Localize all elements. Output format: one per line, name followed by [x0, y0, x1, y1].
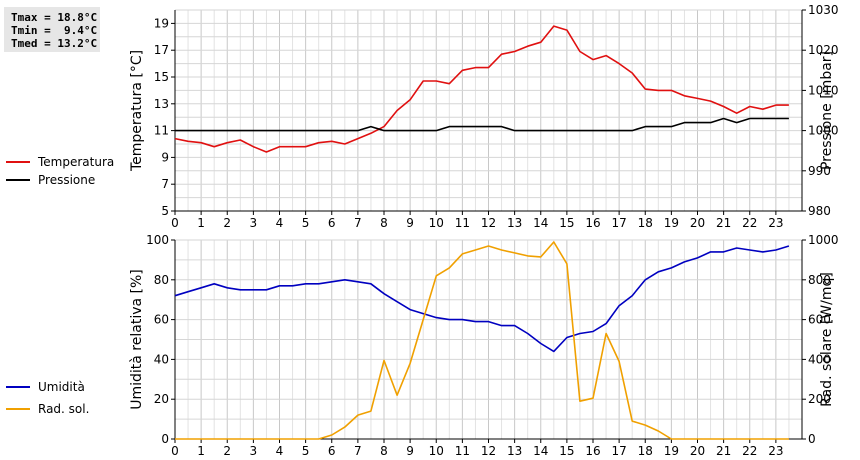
y-tick-label-right: 1030 — [808, 3, 839, 17]
x-tick-label: 16 — [585, 444, 600, 458]
x-tick-label: 17 — [611, 216, 626, 230]
x-tick-label: 17 — [611, 444, 626, 458]
stat-tmax: Tmax = 18.8°C — [11, 11, 98, 24]
x-tick-label: 23 — [768, 444, 783, 458]
y-tick-label-left: 9 — [161, 150, 169, 164]
x-tick-label: 20 — [690, 444, 705, 458]
x-tick-label: 6 — [328, 216, 336, 230]
y-tick-label-left: 13 — [154, 97, 169, 111]
x-tick-label: 7 — [354, 444, 362, 458]
x-tick-label: 7 — [354, 216, 362, 230]
x-tick-label: 22 — [742, 444, 757, 458]
x-tick-label: 21 — [716, 444, 731, 458]
y-tick-label-left: 40 — [154, 352, 169, 366]
x-tick-label: 3 — [250, 216, 258, 230]
y-tick-label-right: 1000 — [808, 124, 839, 138]
x-tick-label: 14 — [533, 444, 548, 458]
y-tick-label-left: 7 — [161, 177, 169, 191]
y-tick-label-right: 0 — [808, 432, 816, 446]
y-tick-label-right: 1010 — [808, 83, 839, 97]
x-tick-label: 9 — [406, 444, 414, 458]
x-tick-label: 8 — [380, 216, 388, 230]
y-tick-label-left: 15 — [154, 70, 169, 84]
x-tick-label: 1 — [197, 216, 205, 230]
x-tick-label: 19 — [664, 444, 679, 458]
x-tick-label: 5 — [302, 444, 310, 458]
y-axis-title-left: Umidità relativa [%] — [129, 269, 145, 410]
y-tick-label-left: 100 — [146, 233, 169, 247]
x-tick-label: 18 — [638, 216, 653, 230]
x-tick-label: 10 — [429, 216, 444, 230]
legend-label: Pressione — [38, 173, 95, 187]
x-tick-label: 12 — [481, 444, 496, 458]
x-tick-label: 13 — [507, 444, 522, 458]
x-tick-label: 23 — [768, 216, 783, 230]
x-tick-label: 21 — [716, 216, 731, 230]
x-tick-label: 13 — [507, 216, 522, 230]
y-tick-label-left: 80 — [154, 273, 169, 287]
x-tick-label: 10 — [429, 444, 444, 458]
stats-box: Tmax = 18.8°C Tmin = 9.4°C Tmed = 13.2°C — [4, 7, 100, 52]
y-tick-label-left: 5 — [161, 204, 169, 218]
x-tick-label: 11 — [455, 444, 470, 458]
x-tick-label: 0 — [171, 444, 179, 458]
y-tick-label-left: 60 — [154, 313, 169, 327]
x-tick-label: 16 — [585, 216, 600, 230]
x-tick-label: 20 — [690, 216, 705, 230]
x-tick-label: 0 — [171, 216, 179, 230]
y-tick-label-left: 19 — [154, 16, 169, 30]
x-tick-label: 4 — [276, 216, 284, 230]
series-line-temperatura — [174, 25, 789, 153]
x-tick-label: 3 — [250, 444, 258, 458]
y-axis-title-left: Temperatura [°C] — [129, 50, 145, 172]
y-tick-label-left: 17 — [154, 43, 169, 57]
x-tick-label: 15 — [559, 444, 574, 458]
legend-label: Rad. sol. — [38, 402, 89, 416]
legend-label: Umidità — [38, 380, 85, 394]
y-tick-label-right: 800 — [808, 273, 831, 287]
y-axis-title-right: Pressione [mbar] — [819, 51, 835, 170]
y-tick-label-right: 200 — [808, 392, 831, 406]
y-tick-label-right: 980 — [808, 204, 831, 218]
stat-tmin: Tmin = 9.4°C — [11, 24, 98, 37]
y-tick-label-left: 20 — [154, 392, 169, 406]
x-tick-label: 5 — [302, 216, 310, 230]
x-tick-label: 2 — [223, 444, 231, 458]
x-tick-label: 1 — [197, 444, 205, 458]
x-tick-label: 19 — [664, 216, 679, 230]
y-tick-label-right: 1020 — [808, 43, 839, 57]
x-tick-label: 6 — [328, 444, 336, 458]
x-tick-label: 2 — [223, 216, 231, 230]
y-axis-title-right: Rad. solare [W/mq] — [819, 272, 835, 407]
x-tick-label: 22 — [742, 216, 757, 230]
x-tick-label: 11 — [455, 216, 470, 230]
x-tick-label: 4 — [276, 444, 284, 458]
x-tick-label: 8 — [380, 444, 388, 458]
y-tick-label-right: 400 — [808, 352, 831, 366]
x-tick-label: 14 — [533, 216, 548, 230]
series-line-pressione — [175, 117, 789, 132]
x-tick-label: 15 — [559, 216, 574, 230]
y-tick-label-left: 0 — [161, 432, 169, 446]
y-tick-label-right: 990 — [808, 164, 831, 178]
x-tick-label: 12 — [481, 216, 496, 230]
y-tick-label-right: 600 — [808, 313, 831, 327]
y-tick-label-left: 11 — [154, 124, 169, 138]
legend-label: Temperatura — [37, 155, 114, 169]
stat-tmed: Tmed = 13.2°C — [11, 37, 98, 50]
series-line-rad-sol- — [175, 241, 789, 440]
x-tick-label: 18 — [638, 444, 653, 458]
y-tick-label-right: 1000 — [808, 233, 839, 247]
x-tick-label: 9 — [406, 216, 414, 230]
series-line-umidit- — [174, 245, 790, 353]
